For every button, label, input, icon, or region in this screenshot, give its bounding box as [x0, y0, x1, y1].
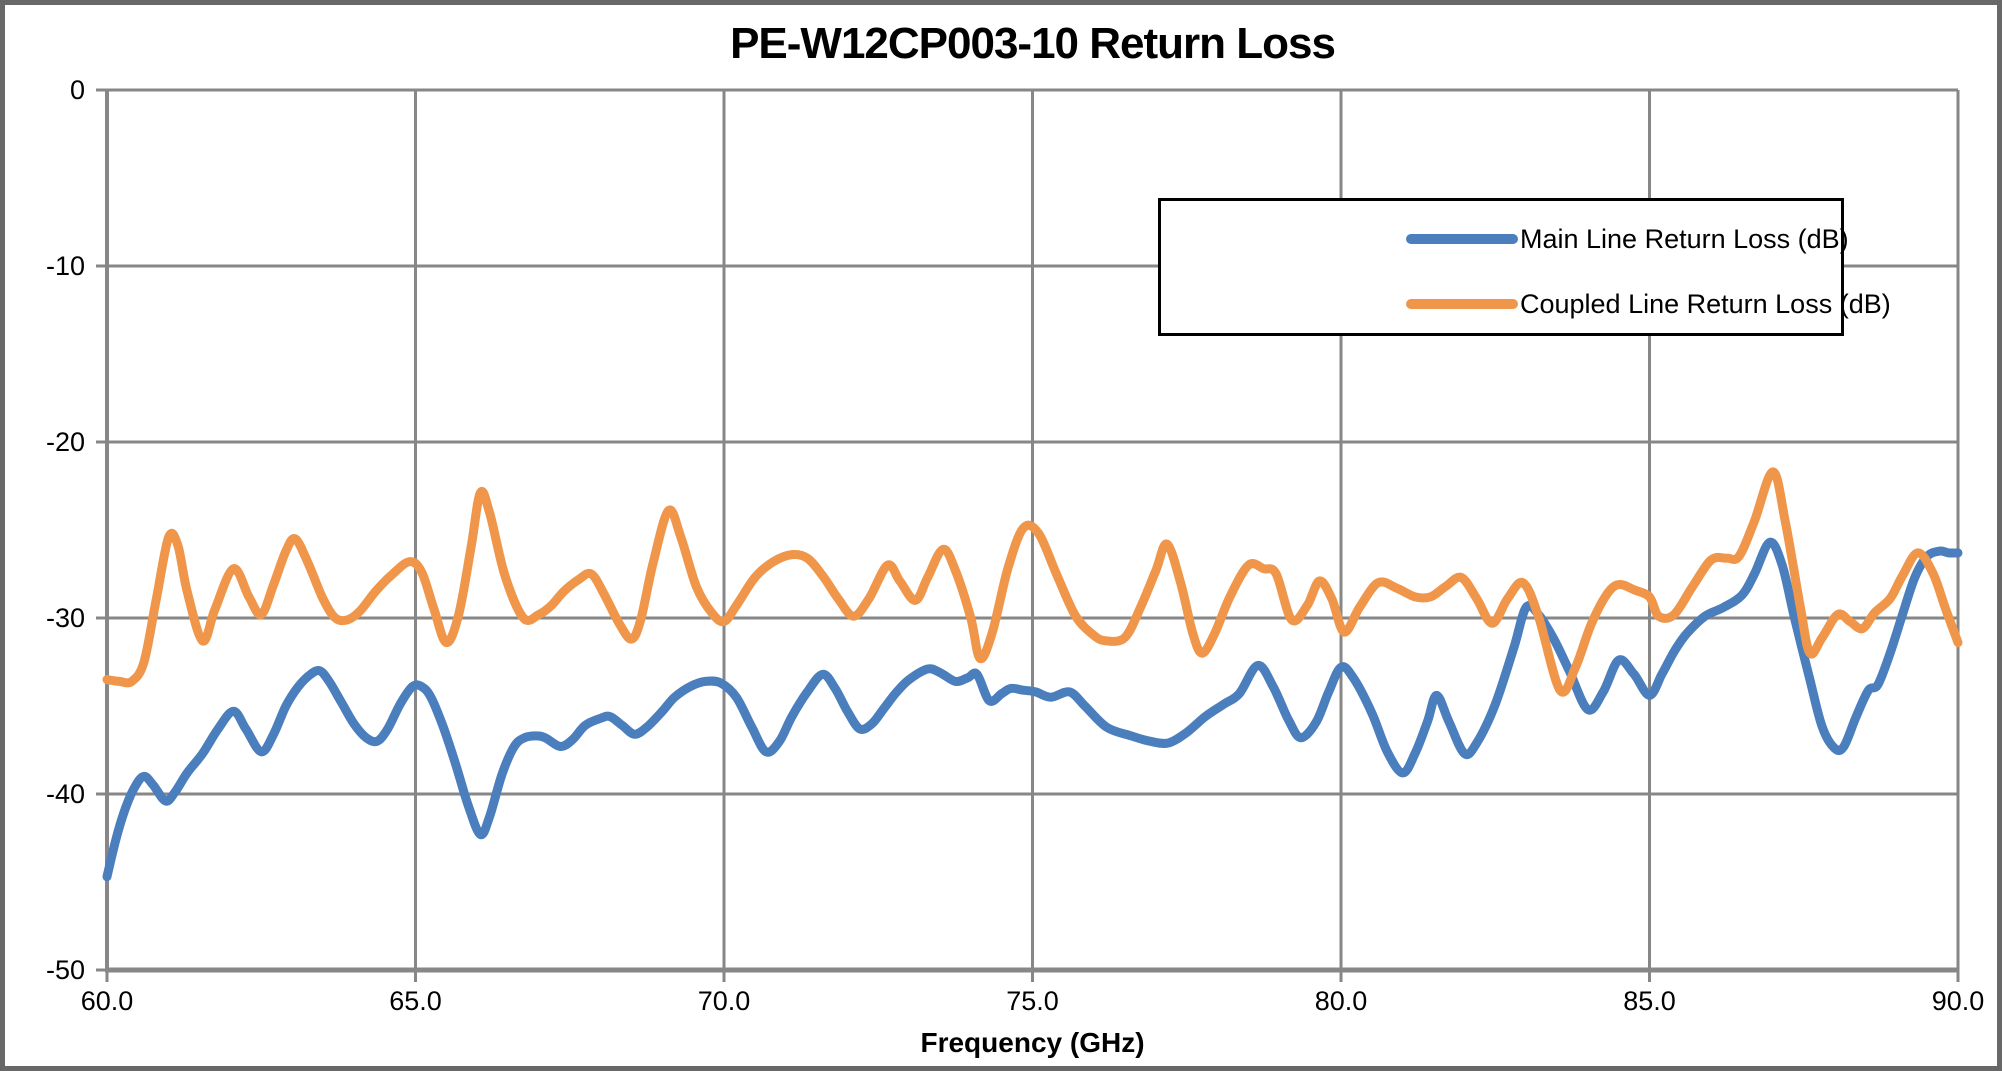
chart-title: PE-W12CP003-10 Return Loss — [730, 19, 1336, 68]
y-tick-label: -50 — [46, 955, 85, 985]
legend-label-coupled-line: Coupled Line Return Loss (dB) — [1520, 288, 1891, 319]
coupled-line-series — [102, 467, 1963, 697]
x-tick-label: 60.0 — [81, 986, 134, 1016]
main-line-swatch — [1406, 234, 1518, 244]
x-tick-label: 80.0 — [1315, 986, 1368, 1016]
y-tick-label: -30 — [46, 603, 85, 633]
legend-label-main-line: Main Line Return Loss (dB) — [1520, 223, 1849, 254]
y-tick-label: 0 — [70, 75, 85, 105]
y-tick-label: -40 — [46, 779, 85, 809]
x-axis-title: Frequency (GHz) — [920, 1027, 1145, 1058]
legend-item-main-line: Main Line Return Loss (dB) — [1161, 219, 1849, 259]
y-tick-label: -20 — [46, 427, 85, 457]
legend: Main Line Return Loss (dB) Coupled Line … — [1158, 198, 1891, 336]
x-tick-label: 85.0 — [1623, 986, 1676, 1016]
x-tick-label: 70.0 — [698, 986, 751, 1016]
x-tick-label: 75.0 — [1006, 986, 1059, 1016]
coupled-line-swatch — [1406, 299, 1518, 309]
legend-item-coupled-line: Coupled Line Return Loss (dB) — [1161, 284, 1891, 324]
x-tick-label: 90.0 — [1932, 986, 1985, 1016]
y-tick-label: -10 — [46, 251, 85, 281]
main-line-series — [102, 537, 1963, 882]
x-tick-label: 65.0 — [389, 986, 442, 1016]
